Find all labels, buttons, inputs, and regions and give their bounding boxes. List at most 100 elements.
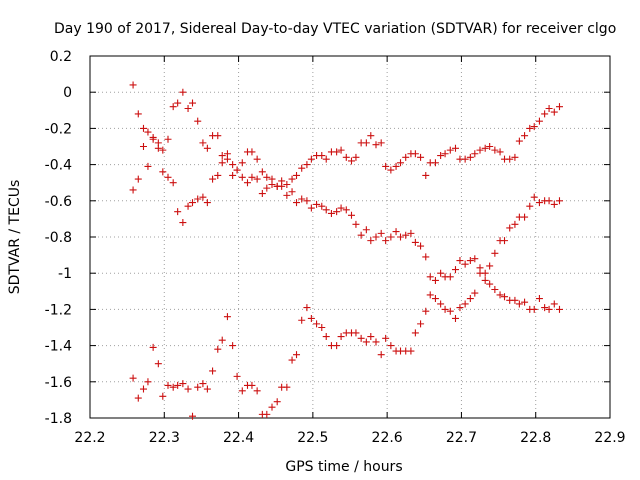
data-point [313,320,321,328]
data-point [268,403,276,411]
data-point [476,269,484,277]
data-point [174,208,182,216]
data-point [422,253,430,261]
data-point [506,224,514,232]
data-point [154,144,162,152]
x-tick-label: 22.8 [520,430,551,446]
data-point [313,200,321,208]
data-point [322,333,330,341]
data-point [263,410,271,418]
data-point [461,300,469,308]
data-point [362,139,370,147]
data-point [446,146,454,154]
x-tick-labels: 22.2 22.3 22.4 22.5 22.6 22.7 22.8 22.9 [74,430,625,446]
data-point [367,132,375,140]
data-point [189,199,197,207]
y-tick-label: -0.6 [45,194,72,210]
data-point [169,179,177,187]
x-tick-label: 22.4 [223,430,254,446]
data-point [179,219,187,227]
data-point [307,155,315,163]
data-point [298,164,306,172]
data-point [263,173,271,181]
data-point [303,197,311,205]
data-point [318,324,326,331]
data-point [194,117,202,125]
y-axis-label: SDTVAR / TECUs [7,180,23,295]
x-tick-label: 22.5 [297,430,328,446]
data-point [511,220,519,228]
y-tick-label: -1.4 [45,339,72,355]
data-point [372,233,380,241]
data-point [333,208,341,216]
data-point [164,135,172,143]
x-tick-label: 22.3 [149,430,180,446]
data-point [545,305,553,313]
data-point [248,173,256,181]
y-tick-label: -1.2 [45,302,72,318]
data-point [491,249,499,257]
data-point [293,351,301,359]
data-point [154,360,162,368]
data-point [149,343,157,351]
data-point [129,186,137,194]
data-point [417,320,425,328]
data-point [431,276,439,284]
data-point [223,313,231,321]
data-point [486,262,494,270]
data-point [535,117,543,125]
data-point [515,137,523,145]
data-point [511,296,519,304]
data-point [159,168,167,176]
data-point [203,385,211,393]
data-point [397,233,405,241]
data-point [471,150,479,158]
data-point [342,206,350,214]
data-point [541,110,549,118]
data-point [258,168,266,176]
data-point [372,141,380,149]
data-point [347,157,355,165]
data-point [253,387,261,395]
data-point [451,144,459,152]
data-point [283,191,291,199]
data-point [179,88,187,96]
data-points [129,81,563,420]
data-point [194,195,202,203]
data-point [530,123,538,131]
data-point [491,146,499,154]
data-point [411,238,419,246]
data-point [129,81,137,89]
data-point [134,394,142,402]
data-point [511,153,519,161]
data-point [144,162,152,170]
data-point [431,295,439,303]
data-point [214,345,222,353]
data-point [303,304,311,312]
data-point [466,257,474,265]
data-point [134,110,142,118]
y-tick-label: -0.8 [45,230,72,246]
data-point [362,338,370,346]
chart-title: Day 190 of 2017, Sidereal Day-to-day VTE… [54,21,616,37]
data-point [179,380,187,388]
data-point [243,179,251,187]
data-point [159,392,167,400]
data-point [352,153,360,161]
data-point [322,206,330,214]
data-point [422,307,430,315]
data-point [486,280,494,288]
data-point [209,175,217,183]
data-point [387,342,395,350]
data-point [337,204,345,212]
data-point [268,181,276,189]
x-tick-label: 22.7 [446,430,477,446]
data-point [293,171,301,179]
y-tick-label: 0.2 [50,49,72,65]
data-point [189,412,197,420]
data-point [318,152,326,160]
data-point [318,202,326,210]
data-point [283,383,291,391]
data-point [273,398,281,406]
